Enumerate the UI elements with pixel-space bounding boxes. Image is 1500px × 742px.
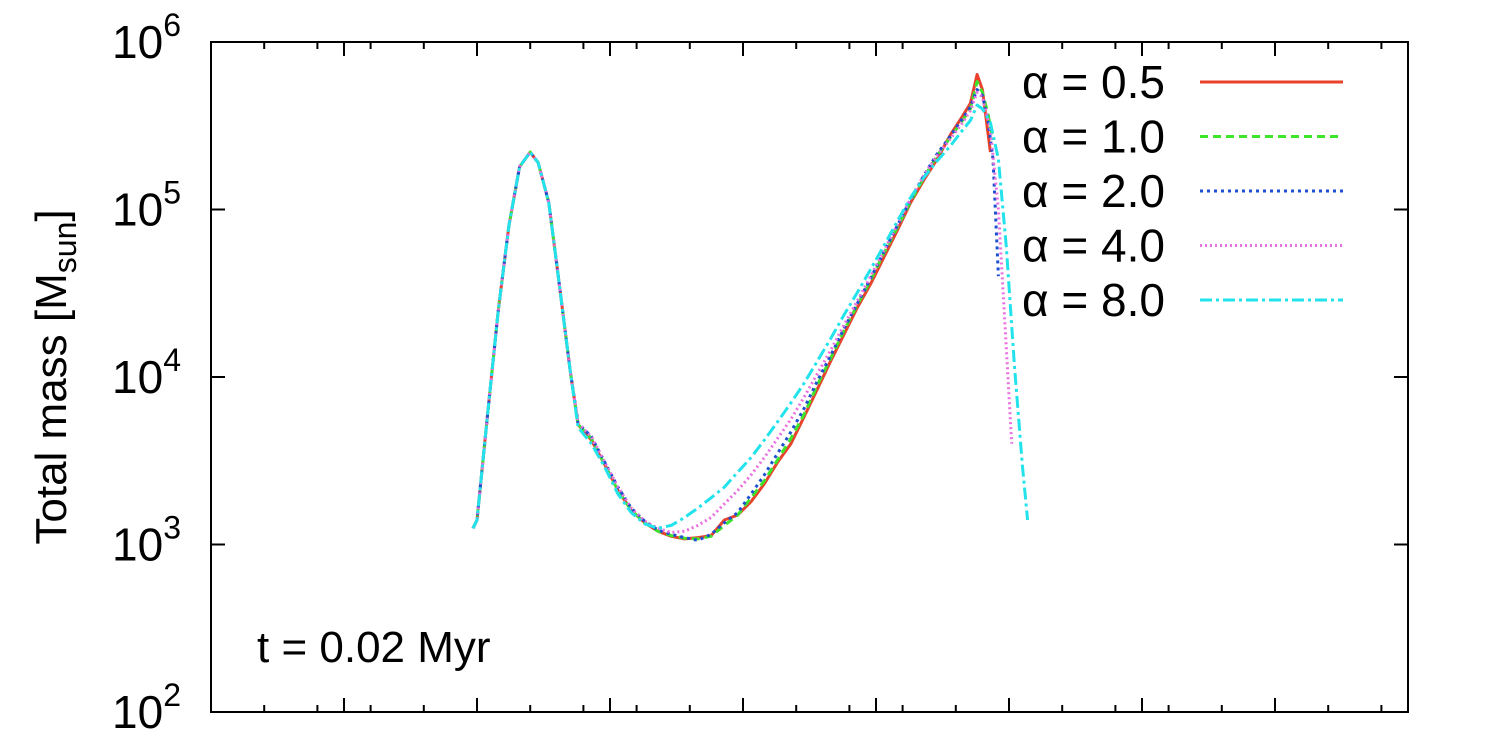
y-tick-label-base: 10 xyxy=(112,686,163,738)
legend-label: α = 8.0 xyxy=(1022,274,1165,326)
y-tick-label-base: 10 xyxy=(112,16,163,68)
time-annotation: t = 0.02 Myr xyxy=(257,623,491,672)
legend-label: α = 0.5 xyxy=(1022,56,1165,108)
y-tick-label-base: 10 xyxy=(112,351,163,403)
series-line-5 xyxy=(471,103,1030,530)
y-tick-label: 103 xyxy=(112,510,181,571)
y-axis-label-subscript: sun xyxy=(47,222,83,274)
y-tick-label: 104 xyxy=(112,342,181,403)
y-tick-label-exponent: 5 xyxy=(163,175,181,211)
y-tick-label-exponent: 4 xyxy=(163,342,181,378)
legend-label: α = 4.0 xyxy=(1022,220,1165,272)
legend-label: α = 1.0 xyxy=(1022,111,1165,163)
y-tick-label: 105 xyxy=(112,175,181,236)
y-tick-label: 102 xyxy=(112,677,181,738)
y-axis-label-main: Total mass [M xyxy=(27,273,76,544)
plot-frame xyxy=(210,41,1409,713)
legend: α = 0.5α = 1.0α = 2.0α = 4.0α = 8.0 xyxy=(1022,56,1343,326)
y-axis-label-close: ] xyxy=(27,209,76,221)
legend-label: α = 2.0 xyxy=(1022,165,1165,217)
x-tick-group xyxy=(263,42,1383,712)
y-tick-label-base: 10 xyxy=(112,519,163,571)
y-tick-label-exponent: 2 xyxy=(163,677,181,713)
y-tick-label-exponent: 3 xyxy=(163,510,181,546)
series-line-3 xyxy=(471,88,1000,542)
y-axis-label: Total mass [Msun] xyxy=(27,209,83,544)
series-layer xyxy=(471,73,1030,542)
y-tick-label-exponent: 6 xyxy=(163,7,181,43)
y-tick-label: 106 xyxy=(112,7,181,68)
y-tick-label-base: 10 xyxy=(112,184,163,236)
